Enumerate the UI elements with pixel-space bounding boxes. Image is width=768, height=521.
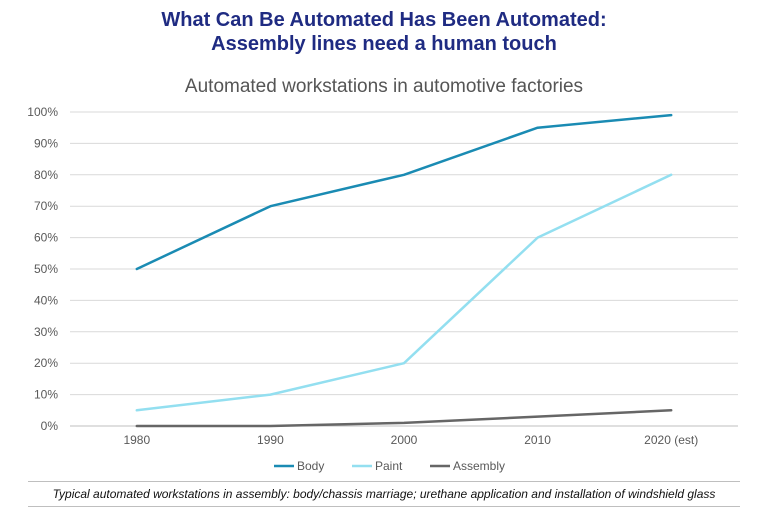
y-tick-label: 70% — [34, 199, 58, 213]
legend-label-body: Body — [297, 459, 324, 473]
y-tick-label: 60% — [34, 231, 58, 245]
y-tick-label: 80% — [34, 168, 58, 182]
y-tick-label: 40% — [34, 293, 58, 307]
x-tick-label: 1990 — [257, 433, 284, 447]
series-line-body — [135, 113, 673, 271]
y-tick-label: 50% — [34, 262, 58, 276]
x-tick-label: 1980 — [123, 433, 150, 447]
y-tick-label: 0% — [41, 419, 59, 433]
x-tick-label: 2010 — [524, 433, 551, 447]
headline-line-2: Assembly lines need a human touch — [211, 33, 557, 55]
x-tick-label: 2020 (est) — [644, 433, 698, 447]
headline-line-1: What Can Be Automated Has Been Automated… — [161, 9, 607, 31]
y-tick-label: 20% — [34, 356, 58, 370]
chart-title: Automated workstations in automotive fac… — [184, 76, 584, 97]
footnote-rule-bottom — [28, 506, 740, 507]
y-tick-label: 100% — [27, 105, 58, 119]
y-tick-label: 30% — [34, 325, 58, 339]
headline: What Can Be Automated Has Been Automated… — [0, 8, 768, 56]
y-tick-label: 10% — [34, 388, 58, 402]
series-line-paint — [135, 173, 673, 412]
legend-label-assembly: Assembly — [453, 459, 505, 473]
series-line-assembly — [135, 409, 673, 428]
legend-label-paint: Paint — [375, 459, 403, 473]
y-tick-label: 90% — [34, 136, 58, 150]
footnote: Typical automated workstations in assemb… — [52, 487, 716, 501]
footnote-rule-top — [28, 481, 740, 482]
x-tick-label: 2000 — [391, 433, 418, 447]
